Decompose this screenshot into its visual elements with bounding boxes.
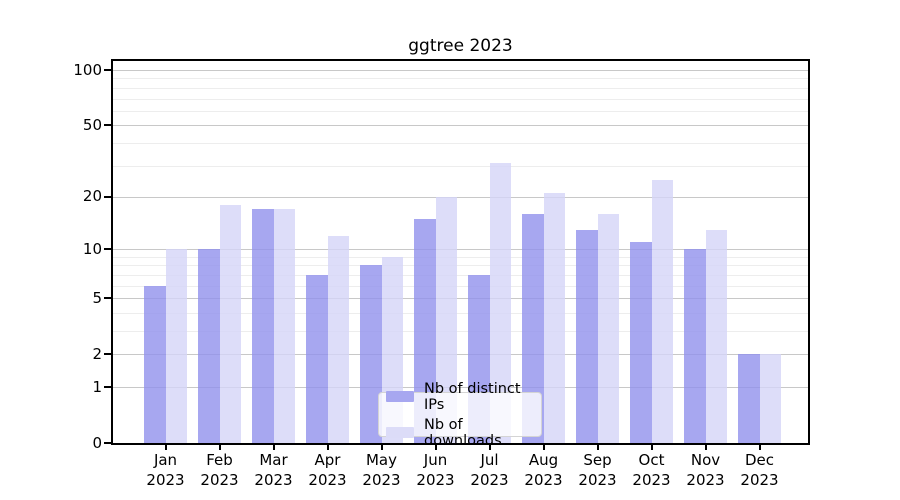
y-minor-gridline-90: [113, 78, 808, 80]
y-tick-1: [104, 386, 111, 388]
x-tick-label-oct: Oct 2023: [632, 451, 671, 489]
x-tick-label-nov: Nov 2023: [686, 451, 725, 489]
bar-downloads-apr: [327, 235, 349, 443]
x-tick-label-dec: Dec 2023: [740, 451, 779, 489]
legend-item-downloads: Nb of downloads: [386, 417, 541, 449]
x-tick-label-aug: Aug 2023: [524, 451, 563, 489]
x-tick-jun: [434, 445, 437, 450]
bar-downloads-dec: [759, 354, 781, 443]
x-tick-apr: [326, 445, 329, 450]
y-gridline-5: [113, 298, 808, 300]
y-tick-100: [104, 69, 111, 71]
y-tick-5: [104, 297, 111, 300]
x-tick-nov: [704, 445, 707, 450]
bar-ips-jun: [414, 218, 436, 443]
bar-downloads-aug: [543, 193, 565, 443]
x-tick-dec: [758, 445, 761, 450]
y-gridline-100: [113, 70, 808, 71]
y-minor-gridline-8: [113, 265, 808, 267]
y-gridline-10: [113, 249, 808, 251]
bar-ips-oct: [630, 242, 652, 443]
x-tick-label-may: May 2023: [362, 451, 401, 489]
bar-downloads-oct: [651, 179, 673, 443]
x-tick-label-mar: Mar 2023: [254, 451, 293, 489]
bar-ips-dec: [738, 354, 760, 443]
y-minor-gridline-4: [113, 312, 808, 314]
plot-area: [111, 59, 810, 445]
x-tick-label-sep: Sep 2023: [578, 451, 617, 489]
y-minor-gridline-6: [113, 285, 808, 287]
y-tick-2: [104, 353, 111, 356]
y-minor-gridline-3: [113, 331, 808, 332]
x-tick-may: [380, 445, 383, 450]
x-tick-mar: [272, 445, 275, 450]
y-minor-gridline-9: [113, 256, 808, 258]
bar-ips-nov: [684, 249, 706, 443]
x-tick-sep: [596, 445, 599, 450]
bar-ips-feb: [198, 249, 220, 443]
x-tick-aug: [542, 445, 545, 450]
bar-ips-may: [360, 265, 382, 443]
bar-downloads-jun: [435, 196, 457, 443]
legend-item-distinct-ips: Nb of distinct IPs: [386, 381, 541, 413]
bar-ips-jan: [144, 285, 166, 443]
y-gridline-2: [113, 354, 808, 356]
legend-swatch-distinct-ips: [386, 391, 414, 402]
y-gridline-50: [113, 125, 808, 127]
bar-ips-apr: [306, 274, 328, 443]
bar-downloads-jan: [165, 249, 187, 443]
bar-downloads-mar: [273, 209, 295, 443]
y-tick-0: [104, 442, 111, 444]
y-tick-label-20: 20: [82, 187, 102, 206]
bar-downloads-nov: [705, 229, 727, 443]
bar-downloads-feb: [219, 205, 241, 443]
y-minor-gridline-30: [113, 165, 808, 167]
y-tick-label-1: 1: [92, 377, 102, 396]
y-minor-gridline-80: [113, 87, 808, 89]
bar-downloads-jul: [489, 162, 511, 443]
y-tick-label-50: 50: [82, 115, 102, 134]
y-tick-label-2: 2: [92, 344, 102, 363]
chart-title: ggtree 2023: [408, 36, 513, 56]
y-tick-label-5: 5: [92, 288, 102, 307]
y-minor-gridline-40: [113, 142, 808, 144]
x-tick-feb: [218, 445, 221, 450]
y-tick-20: [104, 195, 111, 198]
x-tick-oct: [650, 445, 653, 450]
y-tick-label-0: 0: [92, 433, 102, 452]
y-tick-50: [104, 124, 111, 127]
x-tick-label-feb: Feb 2023: [200, 451, 239, 489]
y-gridline-20: [113, 196, 808, 198]
plot-inner: [113, 61, 808, 443]
bar-ips-mar: [252, 209, 274, 443]
bar-ips-aug: [522, 214, 544, 443]
bar-downloads-sep: [597, 214, 619, 443]
x-tick-jan: [164, 445, 167, 450]
legend-label-distinct-ips: Nb of distinct IPs: [424, 380, 521, 413]
y-minor-gridline-7: [113, 274, 808, 276]
x-tick-jul: [488, 445, 491, 450]
y-gridline-1: [113, 387, 808, 388]
legend-label-downloads: Nb of downloads: [424, 416, 502, 449]
legend-swatch-downloads: [386, 427, 414, 438]
x-tick-label-apr: Apr 2023: [308, 451, 347, 489]
legend: Nb of distinct IPs Nb of downloads: [378, 381, 542, 449]
x-tick-label-jun: Jun 2023: [416, 451, 455, 489]
x-tick-label-jan: Jan 2023: [146, 451, 185, 489]
y-tick-10: [104, 248, 111, 251]
y-tick-label-100: 100: [73, 60, 102, 79]
bar-ips-sep: [576, 229, 598, 443]
y-tick-label-10: 10: [82, 239, 102, 258]
y-minor-gridline-70: [113, 98, 808, 100]
y-minor-gridline-60: [113, 110, 808, 112]
x-tick-label-jul: Jul 2023: [470, 451, 509, 489]
